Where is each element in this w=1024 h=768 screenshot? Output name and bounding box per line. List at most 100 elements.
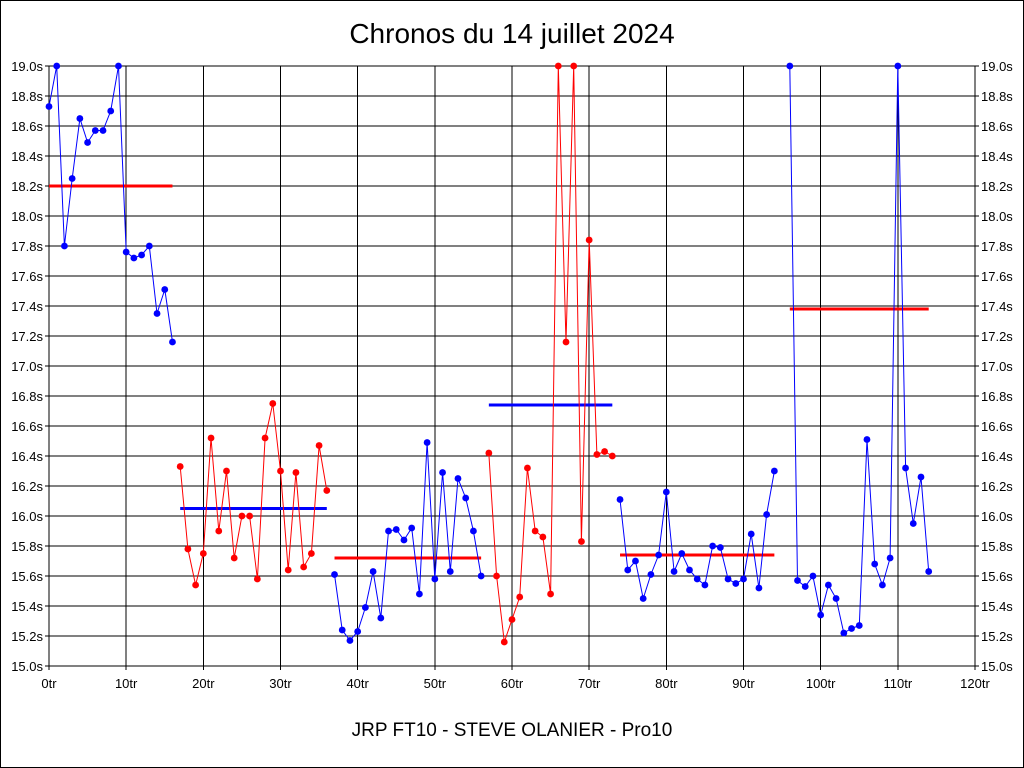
data-point bbox=[470, 527, 477, 535]
data-point bbox=[732, 580, 740, 587]
data-point bbox=[508, 616, 516, 623]
data-point bbox=[585, 236, 593, 244]
y-tick-label-left: 16.0s bbox=[11, 509, 43, 524]
data-point bbox=[848, 625, 855, 632]
data-point bbox=[408, 524, 416, 532]
data-point bbox=[662, 488, 670, 496]
data-point bbox=[840, 629, 848, 637]
x-tick-label: 30tr bbox=[269, 676, 292, 691]
y-tick-label-right: 18.4s bbox=[981, 149, 1013, 164]
data-point bbox=[709, 542, 717, 550]
y-tick-label-right: 18.2s bbox=[981, 179, 1013, 194]
data-point bbox=[801, 583, 809, 590]
data-point bbox=[284, 566, 292, 574]
data-point bbox=[686, 566, 693, 574]
y-tick-label-left: 17.2s bbox=[11, 329, 43, 344]
data-point bbox=[871, 560, 879, 568]
data-point bbox=[207, 434, 215, 442]
y-tick-label-left: 18.8s bbox=[11, 89, 43, 104]
data-point bbox=[192, 581, 200, 589]
data-point bbox=[269, 400, 277, 407]
data-point bbox=[169, 338, 176, 346]
y-tick-label-left: 16.4s bbox=[11, 449, 43, 464]
data-point bbox=[879, 581, 886, 589]
data-point bbox=[145, 242, 153, 250]
data-point bbox=[338, 626, 346, 634]
y-tick-label-left: 19.0s bbox=[11, 59, 43, 74]
data-point bbox=[693, 575, 701, 583]
data-point bbox=[416, 590, 423, 598]
data-point bbox=[45, 103, 53, 110]
data-point bbox=[578, 538, 585, 545]
data-point bbox=[115, 62, 122, 70]
data-point bbox=[369, 568, 377, 575]
data-point bbox=[763, 511, 771, 518]
data-point bbox=[493, 572, 500, 580]
y-tick-label-left: 16.6s bbox=[11, 419, 43, 434]
series-line bbox=[488, 65, 613, 643]
y-tick-label-right: 15.2s bbox=[981, 629, 1013, 644]
data-point bbox=[886, 554, 894, 562]
y-tick-label-right: 16.0s bbox=[981, 509, 1013, 524]
y-tick-label-left: 17.6s bbox=[11, 269, 43, 284]
data-point bbox=[701, 581, 709, 589]
x-tick-label: 70tr bbox=[578, 676, 601, 691]
y-tick-label-right: 18.0s bbox=[981, 209, 1013, 224]
y-tick-label-right: 17.0s bbox=[981, 359, 1013, 374]
data-point bbox=[431, 575, 439, 583]
data-point bbox=[331, 571, 338, 578]
data-point bbox=[909, 520, 917, 527]
chart-title: Chronos du 14 juillet 2024 bbox=[349, 18, 675, 49]
data-point bbox=[670, 568, 678, 575]
y-tick-label-right: 15.0s bbox=[981, 659, 1013, 674]
data-point bbox=[593, 451, 601, 458]
data-point bbox=[500, 638, 508, 646]
series-line bbox=[48, 65, 173, 343]
data-point bbox=[902, 464, 909, 472]
data-point bbox=[817, 611, 825, 619]
data-point bbox=[925, 568, 933, 575]
y-tick-label-right: 15.4s bbox=[981, 599, 1013, 614]
data-point bbox=[53, 62, 61, 70]
x-tick-label: 80tr bbox=[655, 676, 678, 691]
y-tick-label-right: 17.2s bbox=[981, 329, 1013, 344]
data-point bbox=[740, 575, 747, 583]
series-line bbox=[179, 403, 328, 586]
data-point bbox=[385, 527, 392, 535]
x-tick-label: 90tr bbox=[732, 676, 755, 691]
data-point bbox=[230, 554, 238, 562]
data-point bbox=[855, 622, 863, 629]
data-point bbox=[639, 595, 647, 602]
data-point bbox=[84, 139, 91, 146]
y-tick-label-right: 17.6s bbox=[981, 269, 1013, 284]
data-point bbox=[315, 442, 323, 449]
data-point bbox=[647, 571, 655, 578]
x-tick-label: 40tr bbox=[346, 676, 369, 691]
data-point bbox=[608, 452, 616, 460]
data-point bbox=[454, 475, 462, 482]
data-point bbox=[724, 575, 732, 583]
y-tick-label-right: 16.6s bbox=[981, 419, 1013, 434]
data-point bbox=[223, 467, 230, 475]
plot-border bbox=[48, 65, 976, 667]
y-tick-label-left: 17.0s bbox=[11, 359, 43, 374]
data-point bbox=[616, 496, 624, 503]
y-tick-label-left: 15.4s bbox=[11, 599, 43, 614]
data-point bbox=[655, 551, 663, 559]
series-line bbox=[789, 65, 930, 634]
data-points bbox=[45, 62, 933, 646]
data-point bbox=[215, 527, 223, 535]
y-tick-label-left: 18.4s bbox=[11, 149, 43, 164]
data-point bbox=[539, 533, 547, 541]
data-point bbox=[917, 473, 925, 481]
y-tick-label-right: 15.8s bbox=[981, 539, 1013, 554]
data-point bbox=[562, 338, 570, 346]
data-point bbox=[238, 512, 246, 520]
data-point bbox=[184, 545, 192, 553]
data-point bbox=[770, 467, 778, 475]
y-tick-label-right: 16.8s bbox=[981, 389, 1013, 404]
x-tick-label: 50tr bbox=[424, 676, 447, 691]
data-point bbox=[863, 436, 871, 443]
